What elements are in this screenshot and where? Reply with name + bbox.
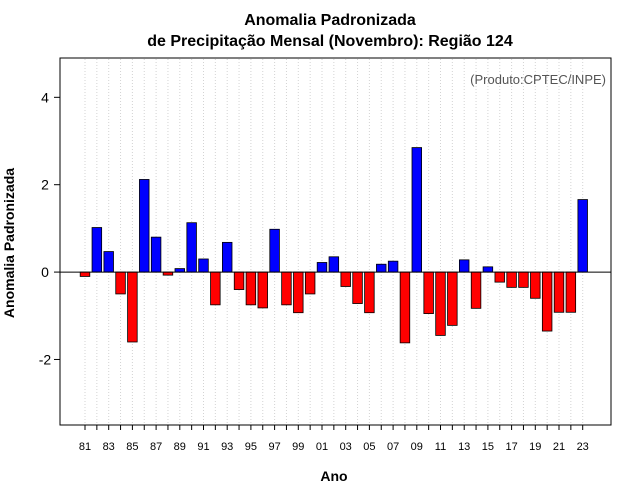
y-tick-label: 2 — [41, 177, 49, 193]
x-tick-label: 15 — [482, 441, 494, 453]
x-tick-label: 93 — [221, 441, 233, 453]
x-tick-label: 21 — [553, 441, 565, 453]
bar — [316, 262, 328, 273]
bar — [127, 271, 138, 343]
bar — [553, 271, 565, 313]
bar — [91, 227, 103, 273]
x-tick-label: 81 — [79, 441, 91, 453]
bar — [269, 228, 280, 273]
x-tick-label: 09 — [411, 441, 423, 453]
bar — [340, 271, 351, 287]
bar — [376, 263, 387, 273]
bar — [411, 147, 423, 273]
bar — [352, 271, 363, 304]
y-tick-label: 0 — [41, 264, 49, 280]
bar — [328, 256, 340, 273]
bar — [458, 259, 470, 273]
bar — [482, 266, 494, 273]
credit-text: (Produto:CPTEC/INPE) — [470, 72, 606, 87]
bar — [423, 271, 434, 314]
bar — [281, 271, 292, 306]
bar — [518, 271, 529, 288]
x-tick-label: 91 — [197, 441, 209, 453]
bar — [79, 271, 91, 277]
x-tick-label: 07 — [387, 441, 399, 453]
x-tick-label: 87 — [150, 441, 162, 453]
bar — [233, 271, 245, 290]
bar — [541, 271, 553, 332]
bar — [447, 271, 458, 326]
bar — [150, 236, 162, 273]
bar — [139, 179, 150, 273]
bars-layer — [79, 147, 588, 344]
bar — [304, 271, 316, 295]
bar — [494, 271, 505, 283]
y-tick-label: -2 — [39, 351, 52, 367]
x-tick-label: 17 — [505, 441, 517, 453]
bar — [103, 251, 114, 273]
x-tick-label: 03 — [340, 441, 352, 453]
bar — [399, 271, 411, 344]
bar — [174, 268, 186, 273]
x-tick-label: 99 — [292, 441, 304, 453]
chart-title-line2: de Precipitação Mensal (Novembro): Regiã… — [147, 33, 513, 50]
x-tick-label: 13 — [458, 441, 470, 453]
x-tick-label: 01 — [316, 441, 328, 453]
bar — [470, 271, 482, 309]
bar — [245, 271, 257, 306]
y-axis: -2 0 2 4 — [39, 89, 60, 367]
bar — [221, 241, 233, 273]
x-axis-title: Ano — [320, 468, 347, 484]
bar — [364, 271, 375, 314]
bar — [186, 222, 197, 273]
bar — [293, 271, 304, 314]
x-tick-label: 11 — [435, 441, 446, 453]
chart-title-line1: Anomalia Padronizada — [244, 12, 416, 29]
bar — [577, 199, 588, 273]
grid-layer — [84, 59, 584, 424]
x-tick-label: 95 — [245, 441, 257, 453]
x-tick-label: 89 — [174, 441, 186, 453]
plot-frame — [59, 57, 612, 426]
bar — [257, 271, 268, 309]
y-axis-title: Anomalia Padronizada — [1, 168, 17, 318]
x-tick-label: 23 — [577, 441, 589, 453]
bar — [387, 260, 399, 273]
x-axis: 81 83 85 87 89 91 93 95 97 99 01 03 05 07 09 11 13 15 17 19… — [79, 425, 589, 453]
x-tick-label: 97 — [268, 441, 280, 453]
x-tick-label: 19 — [529, 441, 541, 453]
x-tick-label: 83 — [103, 441, 115, 453]
bar — [565, 271, 577, 313]
bar — [530, 271, 541, 299]
bar — [210, 271, 221, 306]
y-tick-label: 4 — [41, 89, 49, 105]
x-tick-label: 05 — [363, 441, 375, 453]
bar — [506, 271, 517, 288]
bar — [435, 271, 446, 336]
x-tick-label: 85 — [126, 441, 138, 453]
bar — [115, 271, 126, 295]
bar — [198, 258, 209, 273]
